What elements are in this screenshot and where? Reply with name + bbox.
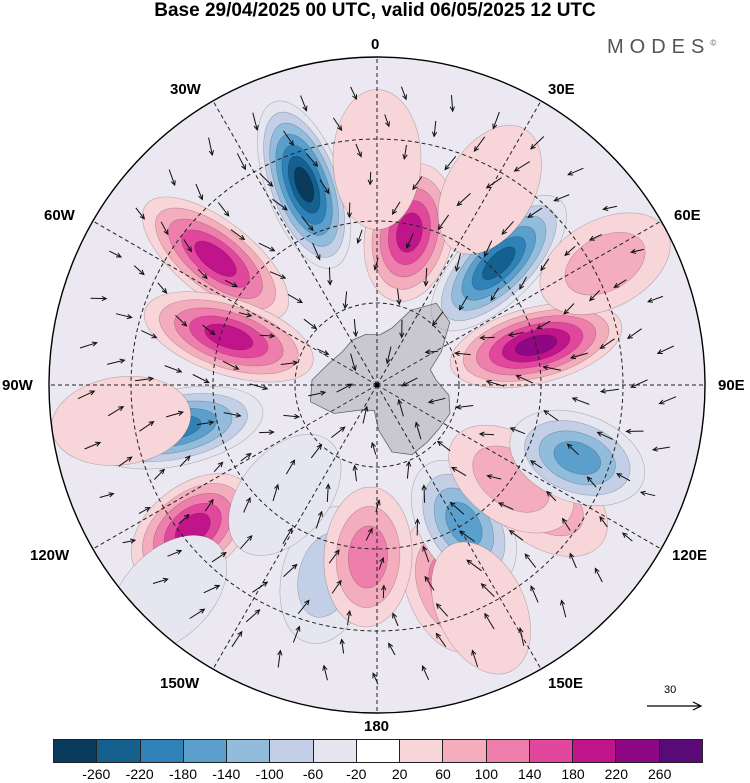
colorbar-tick-label: 140: [518, 766, 542, 782]
anomaly-cell: [257, 100, 352, 269]
colorbar-swatch: [270, 740, 314, 762]
reference-vector-label: 30: [664, 684, 677, 696]
colorbar-tick-label: -260: [82, 766, 111, 782]
colorbar-tick-label: -180: [168, 766, 198, 782]
brand-mark: ©: [710, 38, 717, 48]
colorbar-swatch: [659, 740, 702, 762]
anomaly-cell: [509, 409, 646, 506]
colorbar-swatch: [54, 740, 98, 762]
colorbar-swatch: [529, 740, 574, 762]
colorbar-swatch: [183, 740, 228, 762]
colorbar-tick-label: -100: [255, 766, 284, 782]
lon-label-180: 180: [364, 718, 390, 735]
colorbar-swatch: [400, 740, 444, 762]
lon-label-150w: 150W: [160, 675, 200, 692]
colorbar: [53, 739, 703, 763]
colorbar-swatch: [97, 740, 141, 762]
reference-vector-arrow: [647, 701, 703, 711]
colorbar-swatch: [356, 740, 401, 762]
lon-label-90w: 90W: [2, 377, 33, 394]
lon-label-120w: 120W: [30, 547, 70, 564]
colorbar-tick-label: 20: [391, 766, 408, 782]
colorbar-tick-label: -220: [125, 766, 154, 782]
lon-label-0: 0: [371, 36, 380, 53]
wind-vectors: [77, 86, 677, 685]
antarctica-landmass: [310, 302, 451, 456]
graticule: [49, 57, 705, 713]
anomaly-field: [49, 57, 705, 713]
lon-label-90e: 90E: [718, 377, 745, 394]
lon-label-150e: 150E: [548, 675, 584, 692]
anomaly-cell: [143, 291, 314, 383]
colorbar-tick-label: 180: [561, 766, 585, 782]
colorbar-swatch: [573, 740, 617, 762]
colorbar-tick-label: 220: [604, 766, 628, 782]
lon-label-30e: 30E: [548, 81, 575, 98]
colorbar-tick-label: -140: [212, 766, 241, 782]
colorbar-tick-label: -20: [346, 766, 367, 782]
colorbar-swatch: [313, 740, 357, 762]
anomaly-cell: [323, 486, 413, 628]
colorbar-swatch: [616, 740, 660, 762]
lon-label-30w: 30W: [170, 81, 201, 98]
anomaly-cell: [142, 196, 289, 322]
brand-name: MODES: [607, 36, 711, 58]
map-boundary: [48, 56, 706, 714]
lon-label-60w: 60W: [44, 207, 75, 224]
anomaly-cell: [539, 212, 671, 315]
lon-label-60e: 60E: [674, 207, 701, 224]
colorbar-tick-label: -60: [302, 766, 324, 782]
lon-label-120e: 120E: [672, 547, 708, 564]
colorbar-swatch: [486, 740, 530, 762]
colorbar-swatch: [227, 740, 271, 762]
colorbar-tick-label: 100: [474, 766, 498, 782]
map-title: Base 29/04/2025 00 UTC, valid 06/05/2025…: [154, 0, 596, 21]
brand-logo: MODES©: [607, 36, 716, 59]
colorbar-tick-label: 60: [435, 766, 451, 782]
colorbar-swatch: [140, 740, 184, 762]
colorbar-tick-label: 260: [648, 766, 672, 782]
colorbar-swatch: [443, 740, 487, 762]
anomaly-cell: [430, 195, 567, 332]
